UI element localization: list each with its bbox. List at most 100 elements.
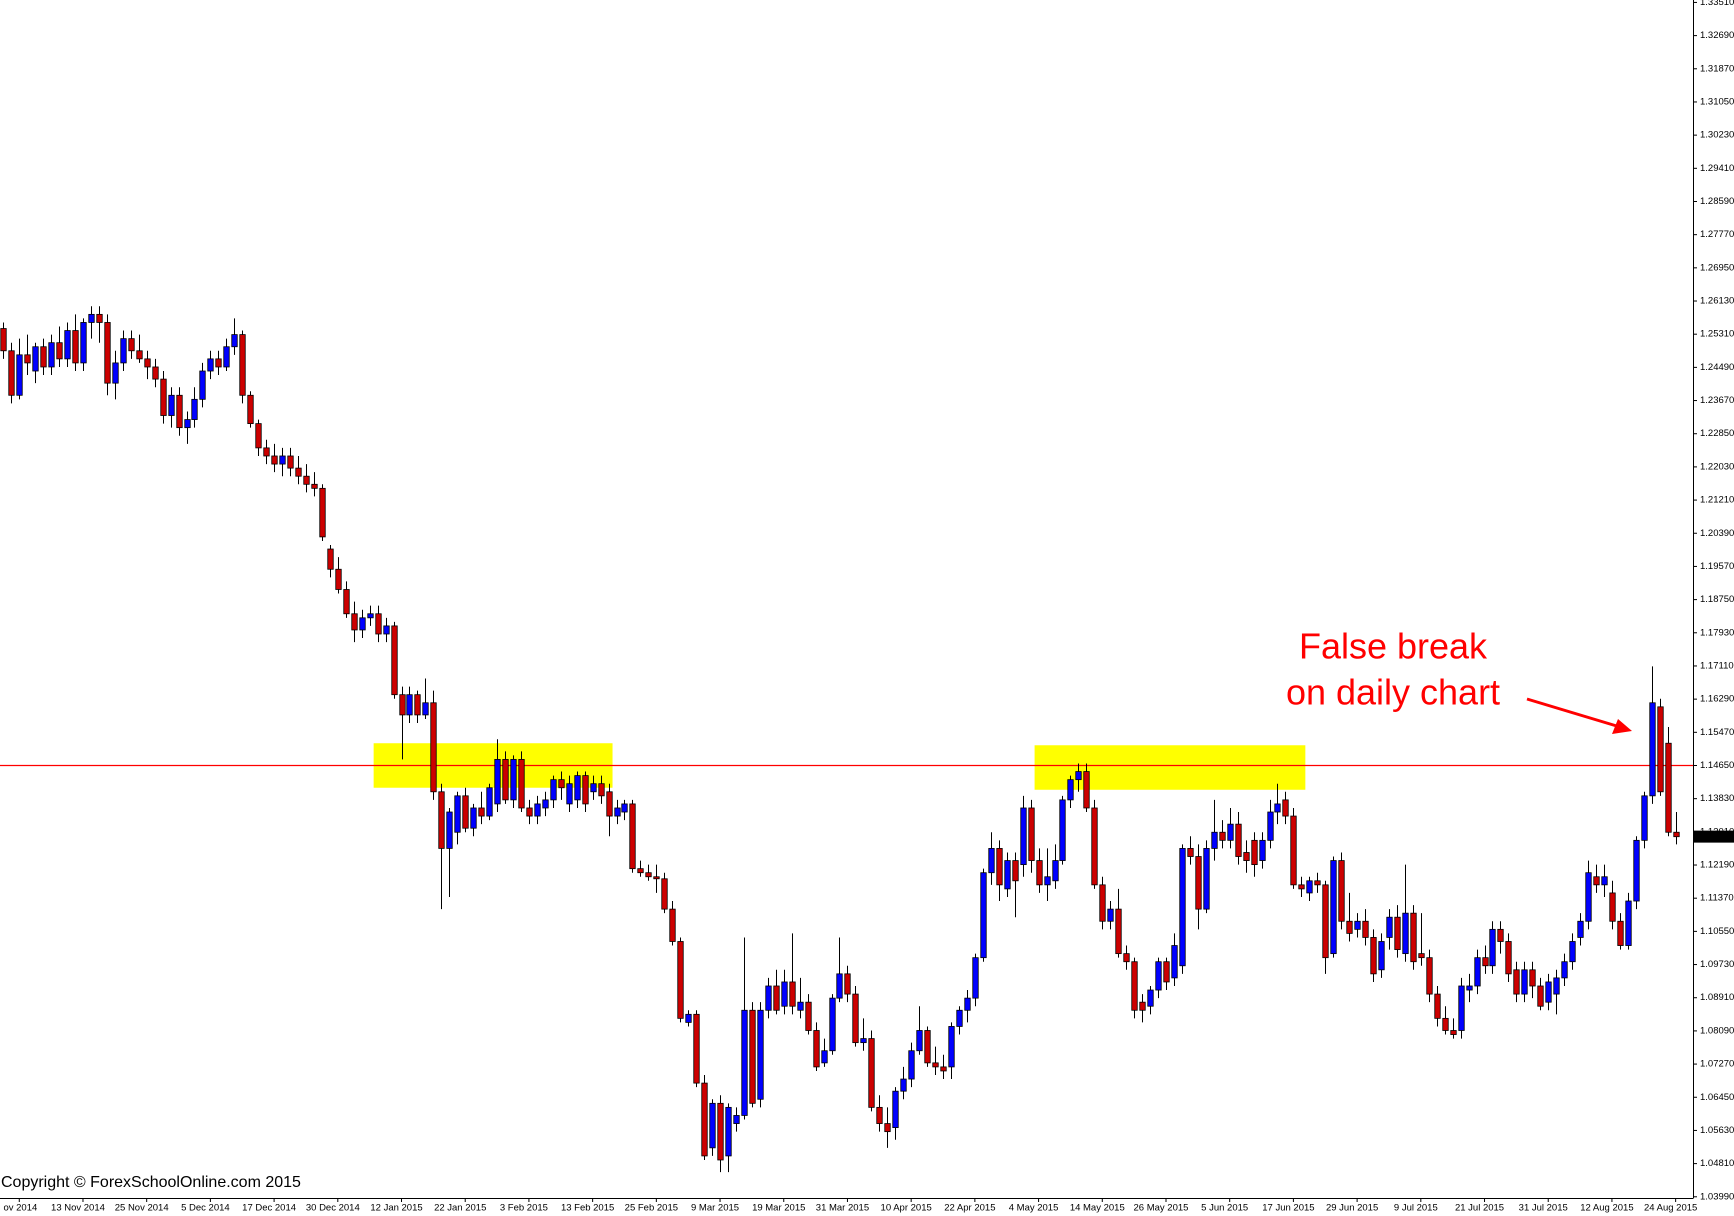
candle-body <box>1577 920 1584 938</box>
x-tick-label: 21 Jul 2015 <box>1455 1203 1504 1214</box>
candle-body <box>1673 831 1680 838</box>
candle-body <box>972 957 979 999</box>
candle-body <box>494 759 501 805</box>
candle-body <box>470 807 477 829</box>
candle-body <box>765 985 772 1011</box>
candle-body <box>1561 961 1568 979</box>
candle-body <box>1004 860 1011 890</box>
candle-body <box>1107 908 1114 922</box>
candle-body <box>844 973 851 995</box>
candle-body <box>781 981 788 1007</box>
candle-body <box>231 334 238 348</box>
candle-body <box>359 617 366 631</box>
candle-body <box>72 330 79 364</box>
candle-body <box>582 775 589 805</box>
candle-body <box>1235 823 1242 857</box>
y-tick-label: 1.08090 <box>1700 1025 1734 1036</box>
annotation-text: on daily chart <box>1286 672 1500 713</box>
annotation: False break on daily chart <box>1286 626 1632 734</box>
candle-body <box>980 872 987 959</box>
candle-body <box>661 878 668 910</box>
candle-body <box>821 1050 828 1064</box>
candle-body <box>263 447 270 457</box>
x-tick-label: 24 Aug 2015 <box>1644 1203 1697 1214</box>
candle-body <box>454 795 461 833</box>
candle-body <box>606 791 613 817</box>
candle-body <box>136 350 143 360</box>
candle-body <box>1426 957 1433 995</box>
x-tick-label: 25 Feb 2015 <box>625 1203 678 1214</box>
candle-body <box>1418 953 1425 959</box>
candle-body <box>1537 985 1544 1007</box>
candle-body <box>1020 807 1027 866</box>
candle-body <box>406 694 413 716</box>
candle-body <box>860 1038 867 1044</box>
y-tick-label: 1.10550 <box>1700 926 1734 937</box>
candle-body <box>805 1001 812 1031</box>
candle-body <box>1012 860 1019 882</box>
candle-body <box>1099 884 1106 922</box>
candle-body <box>1131 961 1138 1011</box>
candle-body <box>757 1009 764 1100</box>
candle-body <box>1044 876 1051 886</box>
y-tick-label: 1.25310 <box>1700 329 1734 340</box>
candle-body <box>152 366 159 380</box>
candle-body <box>940 1066 947 1072</box>
x-tick-label: 30 Dec 2014 <box>306 1203 360 1214</box>
candle-body <box>900 1078 907 1092</box>
candle-body <box>789 981 796 1007</box>
candle-body <box>1625 900 1632 946</box>
y-tick-label: 1.31050 <box>1700 96 1734 107</box>
candle-body <box>1434 993 1441 1019</box>
y-tick-label: 1.09730 <box>1700 959 1734 970</box>
candle-body <box>836 973 843 999</box>
candle-body <box>964 997 971 1011</box>
y-tick-label: 1.05630 <box>1700 1125 1734 1136</box>
candle-body <box>629 803 636 870</box>
candle-body <box>16 354 23 396</box>
y-tick-label: 1.03990 <box>1700 1191 1734 1202</box>
candle-body <box>1633 839 1640 902</box>
candle-body <box>1267 811 1274 841</box>
candle-body <box>884 1123 891 1133</box>
y-tick-label: 1.12190 <box>1700 860 1734 871</box>
candle-body <box>1585 872 1592 922</box>
candle-body <box>239 334 246 396</box>
candle-body <box>653 876 660 880</box>
candle-body <box>1123 953 1130 963</box>
candle-body <box>1067 779 1074 801</box>
candle-body <box>335 568 342 590</box>
y-tick-label: 1.28590 <box>1700 196 1734 207</box>
candle-body <box>701 1082 708 1157</box>
candle-body <box>1378 941 1385 971</box>
candle-body <box>1282 799 1289 817</box>
candle-body <box>749 1009 756 1104</box>
candle-body <box>534 803 541 817</box>
candle-body <box>1243 852 1250 861</box>
y-tick-label: 1.08910 <box>1700 992 1734 1003</box>
candle-body <box>319 487 326 538</box>
candle-body <box>478 807 485 817</box>
candle-body <box>621 803 628 813</box>
candle-body <box>1330 860 1337 955</box>
candle-body <box>1569 941 1576 963</box>
candle-body <box>1179 848 1186 967</box>
candle-body <box>948 1026 955 1068</box>
y-tick-label: 1.20390 <box>1700 528 1734 539</box>
candle-body <box>542 799 549 809</box>
candle-body <box>988 848 995 874</box>
candle-body <box>399 694 406 716</box>
candle-body <box>64 330 71 360</box>
candle-body <box>215 358 222 368</box>
x-tick-label: 25 Nov 2014 <box>115 1203 169 1214</box>
candle-body <box>1442 1017 1449 1031</box>
y-tick-label: 1.22850 <box>1700 428 1734 439</box>
x-tick-label: 14 May 2015 <box>1070 1203 1125 1214</box>
candle-body <box>24 354 31 364</box>
x-tick-label: 5 Dec 2014 <box>181 1203 230 1214</box>
candle-body <box>48 342 55 368</box>
candle-body <box>96 313 103 323</box>
candle-body <box>104 322 111 384</box>
